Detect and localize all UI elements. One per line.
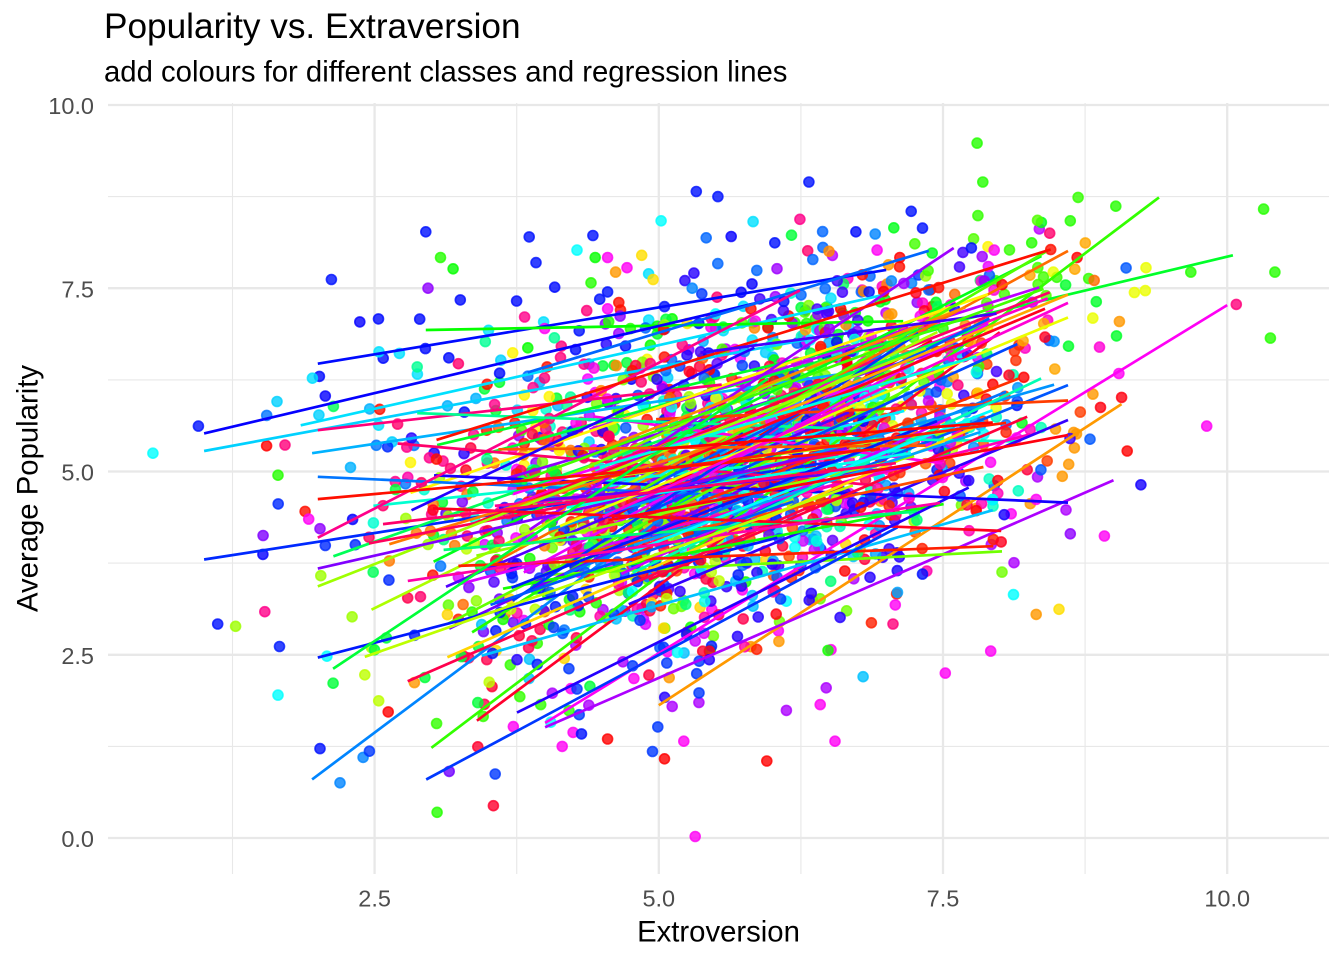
svg-text:2.5: 2.5 [358,886,391,912]
svg-text:7.5: 7.5 [61,276,94,302]
svg-text:Average Popularity: Average Popularity [11,365,44,612]
svg-text:2.5: 2.5 [61,643,94,669]
svg-text:5.0: 5.0 [642,886,675,912]
svg-text:add colours for different clas: add colours for different classes and re… [104,55,787,88]
svg-text:Popularity vs. Extraversion: Popularity vs. Extraversion [104,7,521,46]
svg-text:0.0: 0.0 [61,826,94,852]
svg-text:7.5: 7.5 [927,886,960,912]
svg-text:10.0: 10.0 [48,93,94,119]
svg-text:Extroversion: Extroversion [637,916,800,949]
svg-text:10.0: 10.0 [1204,886,1250,912]
svg-text:5.0: 5.0 [61,460,94,486]
